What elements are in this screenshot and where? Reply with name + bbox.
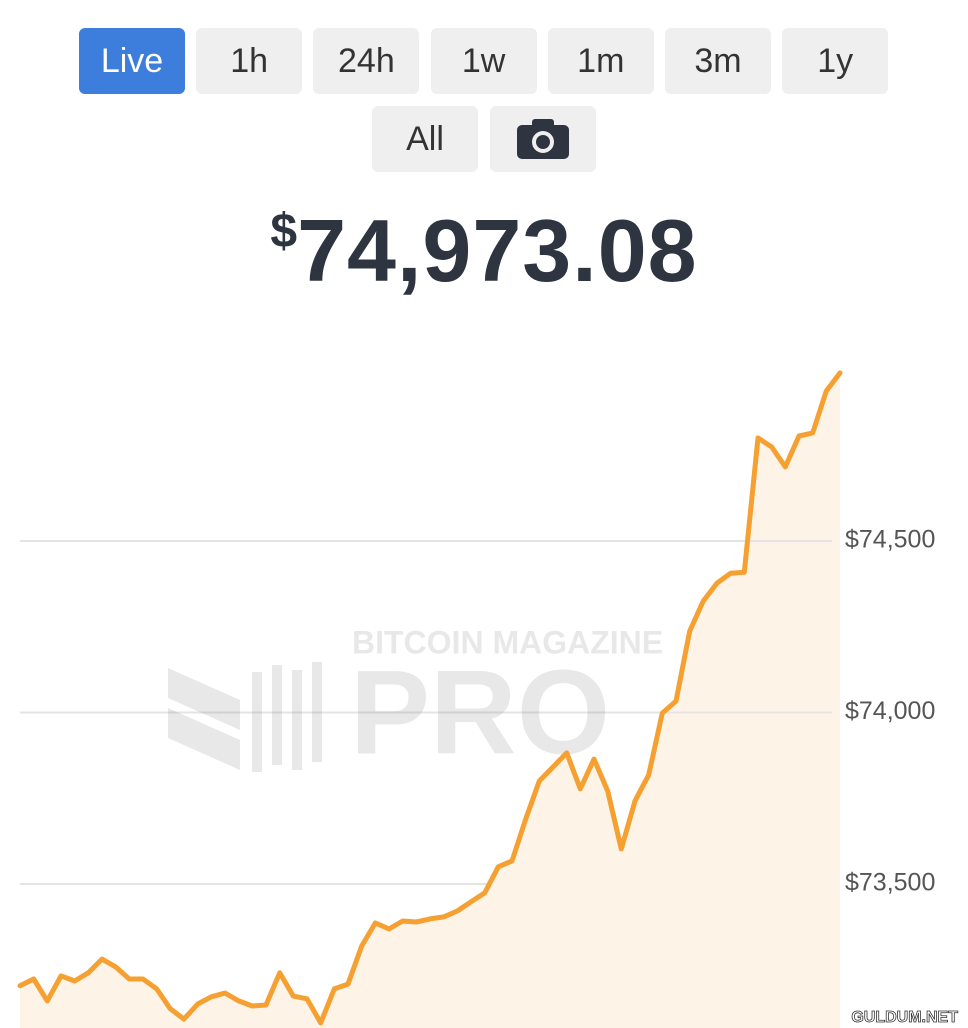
- y-tick-label: $73,500: [845, 869, 935, 897]
- camera-icon: [517, 119, 569, 159]
- range-button[interactable]: 3m: [665, 28, 771, 94]
- range-button[interactable]: 1m: [547, 28, 654, 94]
- range-button[interactable]: 1y: [782, 28, 889, 94]
- area-fill: [20, 372, 840, 1028]
- y-tick-label: $74,500: [845, 526, 935, 554]
- y-tick-label: $74,000: [845, 697, 935, 725]
- range-button[interactable]: 1w: [430, 28, 537, 94]
- price-line: [17, 370, 843, 1026]
- range-button[interactable]: All: [372, 106, 478, 172]
- site-watermark: GULDUM.NET: [851, 1009, 958, 1026]
- watermark-logo: [168, 662, 322, 772]
- range-button[interactable]: 1h: [196, 28, 303, 94]
- range-button[interactable]: 24h: [313, 28, 420, 94]
- price-amount: 74,973.08: [297, 201, 698, 300]
- range-button[interactable]: Live: [79, 28, 185, 94]
- price: $74,973.08: [0, 200, 968, 302]
- currency-symbol: $: [270, 205, 298, 258]
- watermark-brand: BITCOIN MAGAZINE: [352, 624, 663, 660]
- watermark-product: PRO: [350, 646, 610, 780]
- snapshot-button[interactable]: [490, 106, 596, 172]
